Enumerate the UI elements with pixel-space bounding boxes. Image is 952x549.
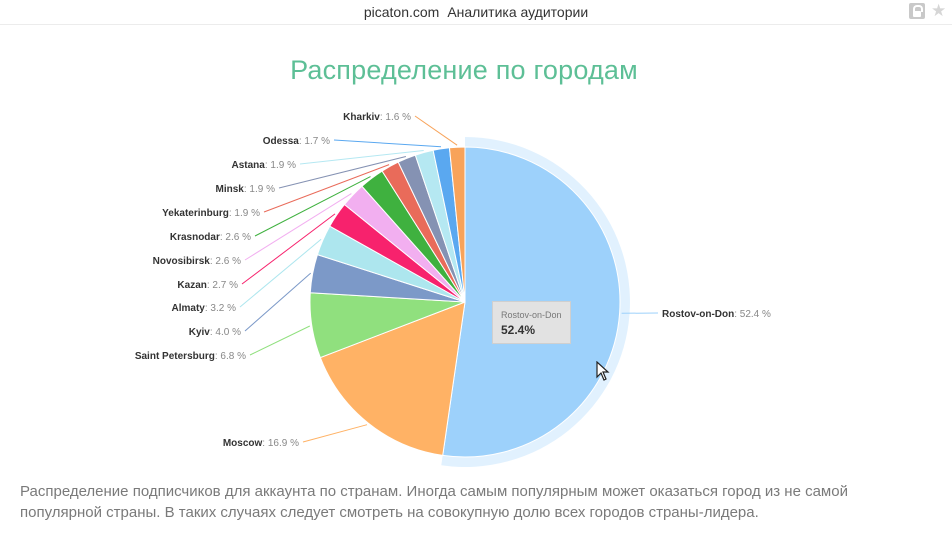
slice-label-almaty: Almaty: 3.2 % xyxy=(172,303,237,314)
slice-moscow[interactable] xyxy=(319,301,466,456)
browser-title-bar: picaton.com Аналитика аудитории xyxy=(0,0,952,25)
slice-label-saint-petersburg: Saint Petersburg: 6.8 % xyxy=(135,351,246,362)
connector-kyiv xyxy=(244,272,312,332)
slice-label-novosibirsk: Novosibirsk: 2.6 % xyxy=(153,256,241,267)
chart-title: Распределение по городам xyxy=(290,55,638,85)
slice-label-kharkiv: Kharkiv: 1.6 % xyxy=(343,112,411,123)
slice-label-rostov-on-don: Rostov-on-Don: 52.4 % xyxy=(662,309,771,320)
site-domain: picaton.com xyxy=(363,4,440,20)
star-icon[interactable]: ★ xyxy=(931,1,947,20)
slice-kharkiv[interactable] xyxy=(448,146,466,303)
slice-label-moscow: Moscow: 16.9 % xyxy=(223,438,299,449)
tooltip-value: 52.4% xyxy=(501,323,536,337)
page-heading: Аналитика аудитории xyxy=(447,4,589,20)
slice-label-kyiv: Kyiv: 4.0 % xyxy=(189,327,241,338)
connector-novosibirsk xyxy=(244,193,352,261)
slice-label-minsk: Minsk: 1.9 % xyxy=(216,184,276,195)
tooltip-name: Rostov-on-Don xyxy=(501,310,562,320)
chart-tooltip: Rostov-on-Don 52.4% xyxy=(492,301,571,344)
connector-saint-petersburg xyxy=(249,325,311,356)
connector-minsk xyxy=(278,156,407,189)
slice-label-odessa: Odessa: 1.7 % xyxy=(263,136,330,147)
lock-icon[interactable] xyxy=(909,3,925,19)
connector-kharkiv xyxy=(414,115,458,146)
slice-label-kazan: Kazan: 2.7 % xyxy=(177,280,238,291)
slice-label-yekaterinburg: Yekaterinburg: 1.9 % xyxy=(162,208,260,219)
connector-odessa xyxy=(333,139,442,148)
connector-yekaterinburg xyxy=(263,164,390,213)
slice-label-krasnodar: Krasnodar: 2.6 % xyxy=(170,232,251,243)
connector-almaty xyxy=(239,238,322,308)
connector-astana xyxy=(299,150,424,165)
chart-caption: Распределение подписчиков для аккаунта п… xyxy=(20,483,848,521)
connector-kazan xyxy=(241,213,336,285)
connector-moscow xyxy=(302,424,368,443)
mouse-cursor-icon xyxy=(596,361,610,381)
connector-krasnodar xyxy=(254,176,371,237)
slice-label-astana: Astana: 1.9 % xyxy=(232,160,297,171)
